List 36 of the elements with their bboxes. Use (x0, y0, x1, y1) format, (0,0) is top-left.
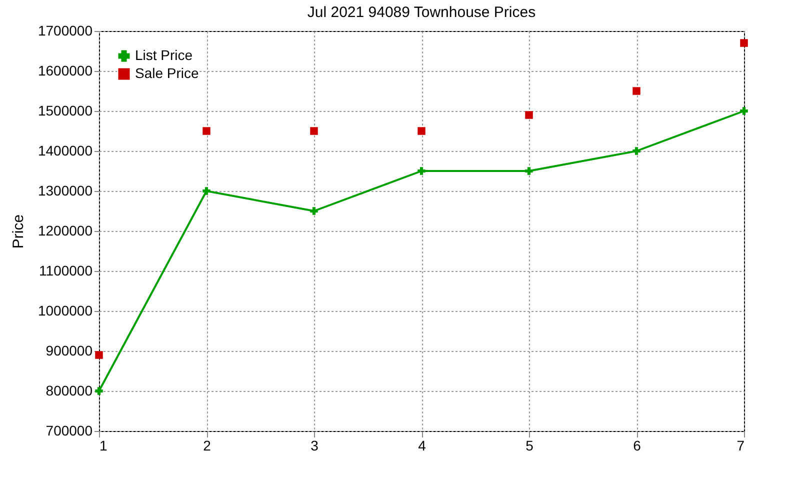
y-tick-label: 1000000 (38, 302, 93, 318)
legend-label: Sale Price (135, 65, 200, 81)
point (418, 167, 426, 175)
point (525, 167, 533, 175)
point (95, 351, 103, 359)
point (310, 207, 318, 215)
y-axis-title: Price (10, 214, 27, 249)
point (310, 127, 318, 135)
x-tick-label: 7 (736, 438, 745, 454)
y-tick-label: 1600000 (38, 62, 93, 78)
point (740, 39, 748, 47)
y-tick-label: 1200000 (38, 222, 93, 238)
y-tick-label: 1500000 (38, 102, 93, 118)
point (202, 127, 210, 135)
x-tick-label: 1 (100, 438, 108, 454)
point (632, 87, 640, 95)
point (740, 107, 748, 115)
y-tick-label: 1100000 (39, 262, 93, 278)
point (525, 111, 533, 119)
y-tick-label: 1400000 (38, 142, 93, 158)
legend-label: List Price (135, 47, 193, 63)
x-tick-label: 2 (203, 438, 212, 454)
x-tick-label: 6 (633, 438, 642, 454)
y-tick-label: 800000 (46, 382, 93, 398)
x-tick-label: 3 (310, 438, 319, 454)
x-tick-label: 4 (418, 438, 426, 454)
y-tick-label: 700000 (46, 422, 93, 438)
y-tick-label: 1700000 (38, 22, 93, 38)
y-tick-label: 900000 (46, 342, 93, 358)
point (418, 127, 426, 135)
x-tick-label: 5 (526, 438, 534, 454)
point (632, 147, 640, 155)
point (95, 387, 103, 395)
y-tick-label: 1300000 (38, 182, 93, 198)
chart-title: Jul 2021 94089 Townhouse Prices (307, 4, 536, 21)
point (202, 187, 210, 195)
